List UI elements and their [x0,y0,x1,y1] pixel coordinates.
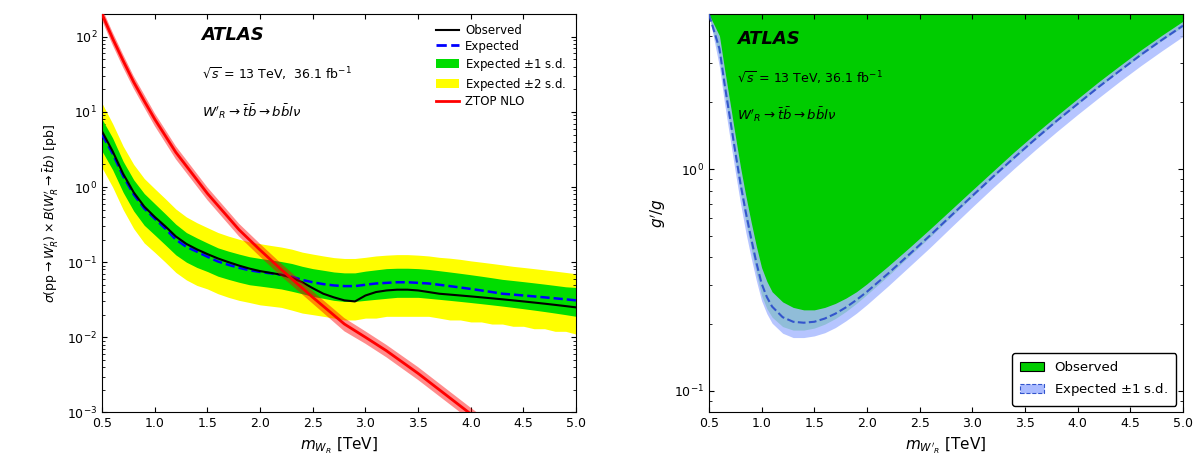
X-axis label: $m_{W_R}$ [TeV]: $m_{W_R}$ [TeV] [300,436,378,456]
Text: $W'_R \to \bar{t}\bar{b} \to b\bar{b}l\nu$: $W'_R \to \bar{t}\bar{b} \to b\bar{b}l\n… [737,106,837,125]
X-axis label: $m_{W'_R}$ [TeV]: $m_{W'_R}$ [TeV] [906,436,986,456]
Text: ATLAS: ATLAS [737,30,800,48]
Y-axis label: $g'/g$: $g'/g$ [649,198,669,228]
Text: ATLAS: ATLAS [202,26,264,44]
Text: $\sqrt{s}$ = 13 TeV, 36.1 fb$^{-1}$: $\sqrt{s}$ = 13 TeV, 36.1 fb$^{-1}$ [737,70,884,87]
Text: $\sqrt{s}$ = 13 TeV,  36.1 fb$^{-1}$: $\sqrt{s}$ = 13 TeV, 36.1 fb$^{-1}$ [202,66,352,83]
Legend: Observed, Expected, Expected $\pm$1 s.d., Expected $\pm$2 s.d., ZTOP NLO: Observed, Expected, Expected $\pm$1 s.d.… [432,20,570,112]
Y-axis label: $\sigma(\mathrm{pp} \to W^{\prime}_R) \times B(W^{\prime}_R \to \bar{t}b)$ [pb]: $\sigma(\mathrm{pp} \to W^{\prime}_R) \t… [42,124,61,303]
Text: $W'_R \to \bar{t}\bar{b} \to b\bar{b}l\nu$: $W'_R \to \bar{t}\bar{b} \to b\bar{b}l\n… [202,102,301,120]
Legend: Observed, Expected $\pm$1 s.d.: Observed, Expected $\pm$1 s.d. [1012,353,1177,406]
